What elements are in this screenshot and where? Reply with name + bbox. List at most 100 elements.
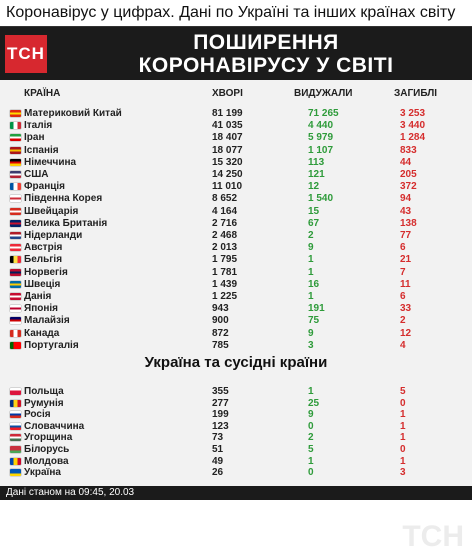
table-row: Німеччина 15 320 113 44	[0, 157, 472, 168]
deaths-value: 0	[400, 397, 406, 409]
header-cases: ХВОРІ	[212, 88, 243, 99]
section-title: Україна та сусідні країни	[144, 354, 328, 371]
deaths-value: 1	[400, 432, 406, 444]
country-flag-icon	[10, 329, 21, 337]
cases-value: 73	[212, 432, 224, 444]
table-row: Польща 355 1 5	[0, 386, 472, 397]
table-row: Іран 18 407 5 979 1 284	[0, 132, 472, 143]
country-flag-icon	[10, 207, 21, 215]
country-flag-icon	[10, 171, 21, 178]
recovered-value: 121	[308, 169, 325, 180]
deaths-value: 94	[400, 193, 412, 205]
deaths-value: 4	[400, 339, 406, 351]
recovered-value: 4 440	[308, 120, 334, 132]
recovered-value: 16	[308, 278, 320, 290]
footer: Дані станом на 09:45, 20.03	[0, 486, 472, 500]
country-name: Молдова	[24, 455, 69, 467]
country-flag-icon	[10, 293, 21, 300]
table-row: Молдова 49 1 1	[0, 456, 472, 467]
recovered-value: 0	[308, 467, 314, 479]
recovered-value: 1	[308, 291, 314, 302]
banner: ТСН ПОШИРЕННЯ КОРОНАВІРУСУ У СВІТІ	[0, 26, 472, 81]
banner-title-line1: ПОШИРЕННЯ	[193, 31, 339, 54]
cases-value: 15 320	[212, 156, 243, 168]
deaths-value: 3 440	[400, 120, 426, 132]
country-flag-icon	[10, 399, 21, 407]
country-flag-icon	[10, 134, 21, 142]
country-name: Італія	[24, 120, 53, 132]
cases-value: 277	[212, 397, 229, 409]
deaths-value: 7	[400, 266, 406, 278]
table-row: Данія 1 225 1 6	[0, 291, 472, 302]
cases-value: 14 250	[212, 169, 243, 180]
table-row: Нідерланди 2 468 2 77	[0, 230, 472, 241]
country-flag-icon	[10, 305, 21, 313]
table-row: Угорщина 73 2 1	[0, 432, 472, 443]
deaths-value: 1 284	[400, 132, 426, 144]
deaths-value: 2	[400, 315, 406, 327]
country-flag-icon	[10, 244, 21, 252]
country-flag-icon	[10, 183, 21, 191]
recovered-value: 12	[308, 181, 320, 193]
table-row: Японія 943 191 33	[0, 303, 472, 314]
country-name: Іран	[24, 132, 45, 144]
table-row: Малайзія 900 75 2	[0, 315, 472, 326]
deaths-value: 12	[400, 327, 412, 339]
country-name: Німеччина	[24, 156, 77, 168]
deaths-value: 43	[400, 205, 412, 217]
table-row: Материковий Китай 81 199 71 265 3 253	[0, 108, 472, 119]
recovered-value: 191	[308, 303, 325, 315]
header-country: КРАЇНА	[24, 88, 61, 99]
cases-value: 26	[212, 467, 224, 479]
table-row: Білорусь 51 5 0	[0, 444, 472, 455]
country-flag-icon	[10, 469, 21, 477]
deaths-value: 1	[400, 420, 406, 432]
recovered-value: 9	[308, 242, 314, 254]
country-name: Португалія	[24, 339, 79, 351]
recovered-value: 25	[308, 397, 320, 409]
country-name: Угорщина	[24, 432, 73, 444]
country-name: Україна	[24, 467, 61, 479]
recovered-value: 1	[308, 386, 314, 397]
cases-value: 2 716	[212, 217, 238, 229]
deaths-value: 6	[400, 291, 406, 302]
recovered-value: 1	[308, 455, 314, 467]
cases-value: 18 407	[212, 132, 243, 144]
country-flag-icon	[10, 446, 21, 453]
country-name: Австрія	[24, 242, 63, 254]
deaths-value: 372	[400, 181, 417, 193]
recovered-value: 15	[308, 205, 320, 217]
table-row: США 14 250 121 205	[0, 169, 472, 180]
cases-value: 51	[212, 444, 224, 455]
country-name: Білорусь	[24, 444, 70, 455]
deaths-value: 138	[400, 217, 417, 229]
country-name: Малайзія	[24, 315, 70, 327]
cases-value: 1 781	[212, 266, 238, 278]
cases-value: 355	[212, 386, 229, 397]
country-flag-icon	[10, 232, 21, 239]
country-name: Південна Корея	[24, 193, 103, 205]
deaths-value: 3 253	[400, 108, 426, 119]
tsn-watermark: ТСН	[402, 520, 464, 553]
cases-value: 123	[212, 420, 229, 432]
deaths-value: 6	[400, 242, 406, 254]
table-row: Італія 41 035 4 440 3 440	[0, 120, 472, 131]
cases-value: 872	[212, 327, 229, 339]
deaths-value: 44	[400, 156, 412, 168]
table-row: Велика Британія 2 716 67 138	[0, 218, 472, 229]
country-flag-icon	[10, 341, 21, 349]
deaths-value: 77	[400, 230, 412, 241]
deaths-value: 11	[400, 278, 411, 290]
country-name: Японія	[24, 303, 58, 315]
country-name: Нідерланди	[24, 230, 83, 241]
cases-value: 785	[212, 339, 229, 351]
deaths-value: 21	[400, 254, 412, 266]
deaths-value: 205	[400, 169, 417, 180]
cases-value: 1 795	[212, 254, 238, 266]
table-row: Португалія 785 3 4	[0, 340, 472, 351]
country-flag-icon	[10, 268, 21, 276]
recovered-value: 0	[308, 420, 314, 432]
country-name: Данія	[24, 291, 52, 302]
deaths-value: 1	[400, 455, 406, 467]
country-flag-icon	[10, 388, 21, 395]
